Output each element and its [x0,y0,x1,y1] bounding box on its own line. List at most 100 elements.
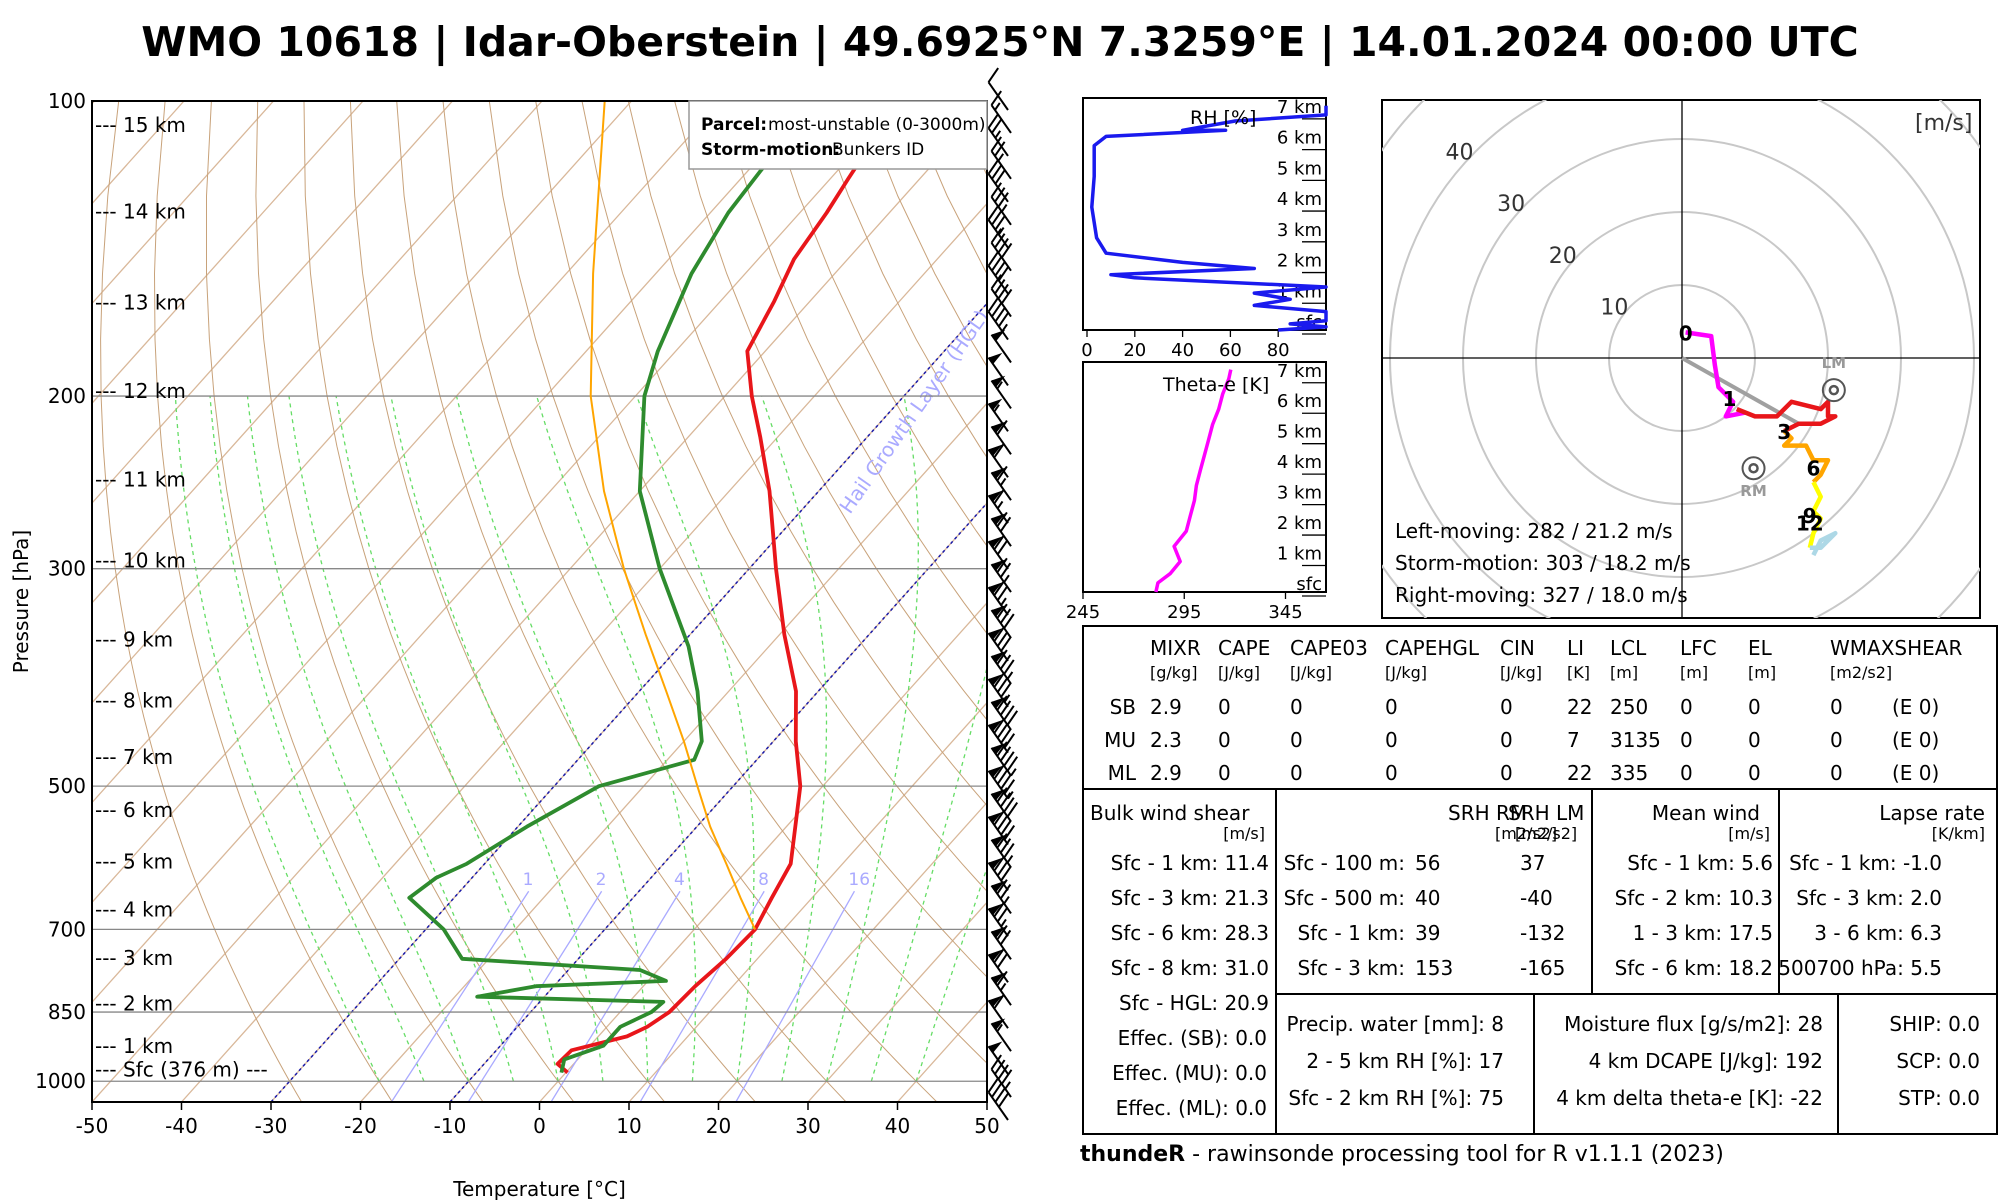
height-label: --- 2 km [95,991,173,1015]
srh-row-label: Sfc - 3 km: [1297,956,1405,980]
indices-cell: 0 [1680,728,1693,752]
indices-unit: [m] [1610,663,1638,682]
wind-barb-feather [996,677,1009,693]
wind-barb-feather [993,810,1005,826]
profile-y-label: 4 km [1277,189,1322,210]
wind-barb [987,1077,1010,1121]
wind-barb-feather [994,233,1006,249]
mixing-ratio-line [550,890,681,1102]
isotherm-line [92,101,274,305]
wind-barb-flag [991,972,1006,984]
wind-barb [990,603,1015,639]
dry-adiabat-line [535,101,987,978]
wind-barb [990,1018,1012,1052]
wind-barb-flag [988,444,1003,456]
wind-barb-half-feather [1010,768,1017,777]
wind-barb [987,580,1009,616]
hodograph-ring-label: 40 [1446,141,1474,166]
wind-barb-feather [999,929,1012,946]
wind-barb-feather [996,585,1009,601]
x-tick-label: -50 [76,1114,109,1138]
moist-adiabat-line [209,396,425,1082]
dry-adiabat-line [100,101,303,1102]
wind-barb-feather [990,228,1002,244]
profile-y-label: 1 km [1277,544,1322,565]
storm-motion-marker [1741,456,1766,481]
wind-barb-feather [991,1082,1003,1098]
wind-barb [987,626,1012,662]
wind-barb [990,375,1012,409]
wind-barb-staff [990,884,1012,914]
wind-barb-feather [993,947,1005,964]
wind-barb-staff [987,999,1009,1029]
profile-y-label: 3 km [1277,220,1322,241]
indices-header: EL [1748,636,1773,660]
isotherm-line [92,101,632,704]
wind-barb-feather [1003,797,1015,813]
wind-barb-flag [991,926,1006,939]
indices-cell: 0 [1218,728,1231,752]
wind-barb-feather [993,626,1005,642]
legend-storm-key: Storm-motion: [701,140,840,160]
wind-barb-flag [988,857,1003,870]
wind-barb-feather [1000,820,1012,836]
wind-barb-feather [990,182,1002,198]
footer-credit: thundeR - rawinsonde processing tool for… [1080,1142,2000,1167]
wind-barb [987,352,1009,387]
profile-x-label: 60 [1219,340,1242,361]
dry-adiabat-line [255,101,575,1102]
wind-barb [990,420,1012,455]
wind-barb-flag [988,398,1003,411]
wind-barb-feather [996,631,1009,647]
wind-barb [990,557,1012,593]
wind-barb [990,228,1013,272]
bulk-shear-row: Effec. (ML): 0.0 [1116,1096,1267,1120]
hodograph-ring-label: 10 [1600,295,1628,320]
indices-cell: 335 [1610,761,1648,785]
wind-barb-feather [1003,659,1015,675]
wind-barb-feather [994,169,1006,185]
hodograph-ring-label: 30 [1497,192,1525,217]
indices-header: LI [1567,636,1584,660]
srh-rm-value: 56 [1415,851,1440,875]
indices-tables: MIXR CAPE CAPE03 CAPEHGL CIN LI LCL LFC EL WMAXSH… [1082,625,1998,1135]
wind-barb-staff [990,379,1012,409]
wind-barb-feather [996,769,1009,785]
height-label: --- 6 km [95,798,173,822]
wind-barb-feather [996,861,1009,877]
hodograph-height-label: 0 [1679,321,1693,345]
wind-barb-feather [993,442,1005,459]
y-tick-label: 1000 [35,1069,86,1093]
wind-barb [987,297,1010,341]
moisture-row: Sfc - 2 km RH [%]: 75 [1288,1086,1504,1110]
hodograph-segment [1735,399,1838,434]
wind-barb-half-feather [1003,895,1010,905]
wind-barb-feather [996,970,1008,987]
srh-lm-value: 37 [1520,851,1545,875]
wind-barb-half-feather [996,500,1004,510]
mean-wind-row: Sfc - 1 km: 5.6 [1627,851,1773,875]
indices-cell: 22 [1567,761,1592,785]
wind-barb-half-feather [997,227,1005,236]
height-label: --- Sfc (376 m) --- [95,1057,268,1081]
profile-x-label: 20 [1123,340,1146,361]
srh-lm-value: -165 [1520,956,1565,980]
indices-unit: [J/kg] [1385,663,1427,682]
wind-barb-staff [987,678,1009,708]
indices-cell: 0 [1748,695,1761,719]
wind-barb-feather [1003,824,1016,841]
indices-unit: [m2/s2] [1830,663,1892,682]
wind-barb-feather [993,672,1005,688]
isotherm-line [807,901,987,1102]
wind-barb-feather [993,580,1005,596]
indices-unit: [J/kg] [1500,663,1542,682]
wind-barb-flag [988,674,1003,686]
isotherm-line [986,1101,987,1102]
indices-cell: 0 [1290,761,1303,785]
wind-barb-feather [994,141,1006,157]
bulk-shear-row: Effec. (SB): 0.0 [1118,1026,1267,1050]
isotherm-line [92,101,453,505]
wind-barb-feather [991,118,1003,134]
moist-adiabat-line [636,395,755,1082]
wind-barb-feather [996,649,1008,665]
